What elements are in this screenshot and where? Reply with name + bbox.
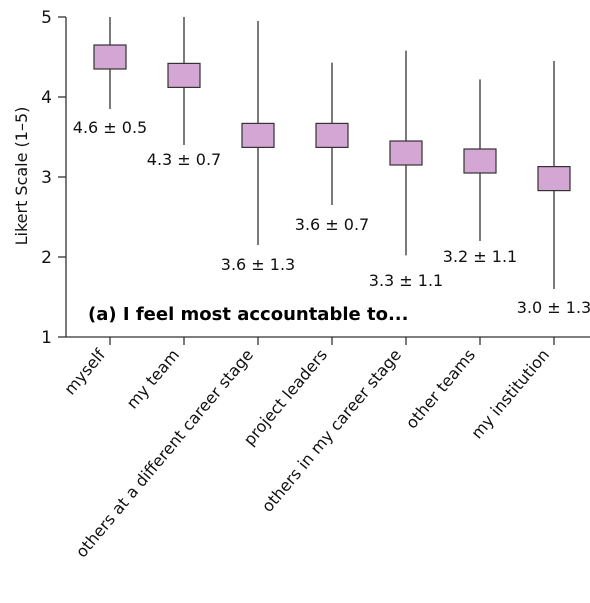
data-label: 3.3 ± 1.1: [369, 271, 443, 290]
data-label: 3.6 ± 1.3: [221, 255, 295, 274]
y-tick-label: 3: [41, 168, 52, 188]
box: [537, 166, 571, 192]
box: [315, 122, 349, 149]
box: [463, 148, 497, 174]
data-label: 3.6 ± 0.7: [295, 215, 369, 234]
data-label: 4.6 ± 0.5: [73, 118, 147, 137]
data-label: 3.2 ± 1.1: [443, 247, 517, 266]
chart-title: (a) I feel most accountable to...: [88, 304, 408, 325]
y-tick-label: 4: [41, 88, 52, 108]
x-tick-label: others in my career stage: [258, 345, 405, 515]
box: [167, 62, 201, 89]
x-tick-label: my institution: [467, 345, 553, 442]
box: [93, 44, 127, 70]
x-tick-label: myself: [60, 345, 109, 398]
marks: 4.6 ± 0.54.3 ± 0.7 3.6 ± 1.3 3.6 ± 0.7 3.3 …: [73, 17, 590, 317]
y-tick-label: 2: [41, 248, 52, 268]
box: [389, 140, 423, 166]
x-tick-label: my team: [122, 345, 183, 412]
x-tick-label: other teams: [402, 345, 479, 432]
data-label: 4.3 ± 0.7: [147, 150, 221, 169]
y-tick-label: 5: [41, 8, 52, 28]
y-axis-label: Likert Scale (1–5): [12, 107, 31, 246]
box: [241, 122, 275, 149]
data-label: 3.0 ± 1.3: [517, 298, 590, 317]
y-tick-label: 1: [41, 328, 52, 348]
